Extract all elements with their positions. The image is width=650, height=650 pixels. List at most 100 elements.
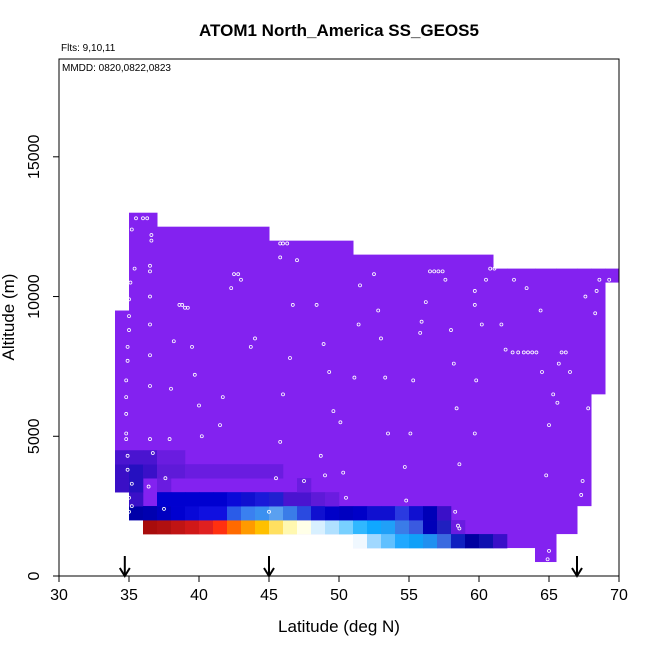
y-tick-label: 0 [26,571,43,580]
heatmap-cell [311,492,326,507]
flight-point [580,479,585,483]
heatmap-cell [199,492,214,507]
flight-point [358,283,362,288]
flight-point [544,473,549,478]
flight-point [127,328,131,332]
heatmap-cell [311,506,326,521]
flight-point [484,277,488,282]
flight-point [125,358,130,363]
flight-point [171,339,176,344]
flight-point [127,314,131,319]
flight-point [408,431,413,436]
heatmap-cell [199,520,214,535]
heatmap-cell [325,520,340,535]
arrow-head-icon [263,567,275,578]
heatmap-cell [171,450,186,465]
flight-point [540,370,544,374]
heatmap-cell [381,506,396,521]
envelope-segment [535,268,557,563]
flight-point [503,347,508,352]
arrows-group [118,556,583,578]
heatmap-cell [353,506,368,521]
flight-point [323,473,327,478]
flight-point [163,476,168,481]
flight-point [295,258,299,263]
envelope-segment [577,268,592,507]
flight-point [436,269,441,274]
flight-point [365,247,369,251]
envelope-segment [493,268,508,549]
flight-point [145,216,150,221]
heatmap-cell [185,520,200,535]
flight-point [551,392,556,397]
flight-point [428,269,432,274]
heatmap-cell [409,520,424,535]
flight-point [568,370,572,374]
heatmap-cell [227,520,242,535]
flight-point [383,375,388,380]
flight-point [318,453,323,458]
heatmap-cell [423,534,438,549]
heatmap-cell [115,464,130,479]
flight-point [607,277,612,282]
flight-point [148,353,152,358]
flight-point [148,269,152,274]
heatmap-cell [199,464,214,479]
heatmap-cell [115,450,130,465]
heatmap-cell [381,520,396,535]
flight-point [220,395,225,400]
flight-point [148,437,152,441]
flight-point [141,216,145,221]
heatmap-cell [269,520,284,535]
flight-point [526,350,530,355]
heatmap-cell [423,506,438,521]
heatmap-cell [353,520,368,535]
y-tick-label: 15000 [26,134,43,179]
flight-point [321,342,326,346]
heatmap-cell [269,464,284,479]
heatmap-cell [255,492,270,507]
x-tick-label: 65 [540,587,558,604]
x-axis: 30 35 40 45 50 55 60 65 70 [50,575,628,604]
flight-point [356,322,361,327]
flight-point [124,395,129,400]
flight-point [563,350,568,355]
x-tick-label: 45 [260,587,278,604]
flight-point [197,403,201,408]
flight-point [281,241,285,246]
y-tick-label: 5000 [26,418,43,454]
flight-point [331,409,336,414]
flight-point [457,526,462,531]
flight-point [404,498,409,503]
flight-point [278,255,283,260]
flight-point [124,437,129,441]
heatmap-cell [129,506,144,521]
flight-point [472,431,477,436]
heatmap-cell [241,464,256,479]
envelope-segment [353,254,494,549]
flight-point [534,350,539,355]
heatmap-cell [213,520,228,535]
flight-point [148,322,152,327]
flight-point [419,319,424,324]
flight-point [148,263,152,268]
flight-point [586,406,591,411]
heatmap-cell [241,506,256,521]
heatmap-cell [437,506,452,521]
flight-point [402,465,407,469]
x-tick-label: 55 [400,587,418,604]
flight-point [545,557,550,562]
flight-point [302,479,306,483]
flight-point [516,350,521,355]
flight-point [162,507,166,511]
flight-point [218,423,222,427]
heatmap-cell [255,506,270,521]
heatmap-cell [437,534,452,549]
heatmap-cell [143,520,158,535]
flight-point [454,406,459,411]
flight-point [344,495,348,500]
heatmap-cell [213,492,228,507]
flight-point [146,484,151,489]
heatmap-cell [157,478,172,493]
flight-point [248,344,253,349]
